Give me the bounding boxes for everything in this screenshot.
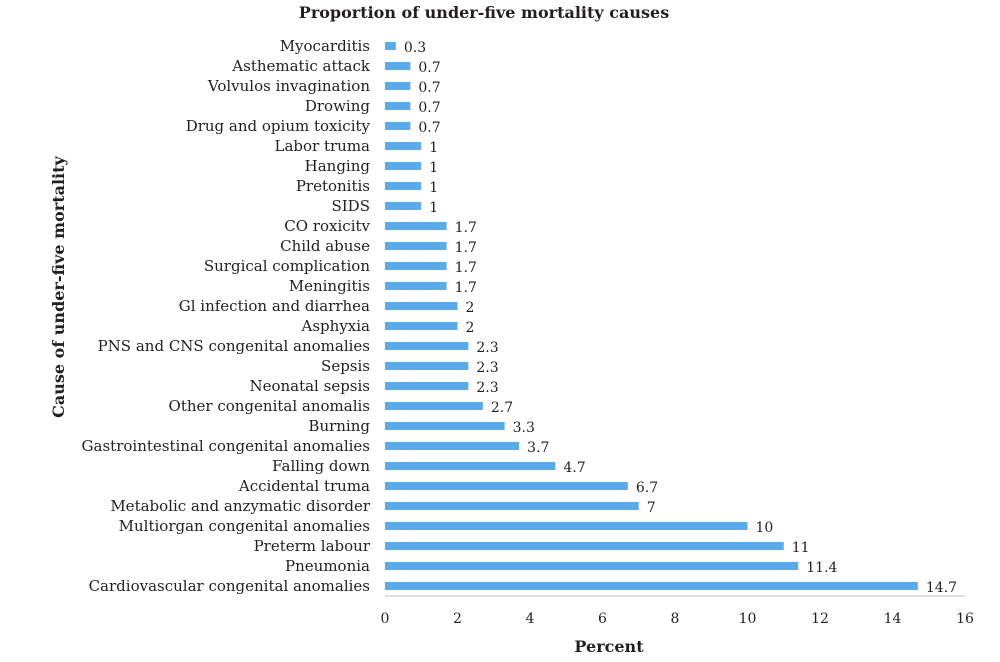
data-label: 11 [792, 540, 810, 556]
data-label: 2 [466, 300, 475, 316]
data-label: 6.7 [636, 480, 658, 496]
data-label: 0.7 [418, 100, 440, 116]
category-label: Labor truma [274, 137, 370, 155]
data-label: 0.7 [418, 60, 440, 76]
category-label: CO roxicitv [284, 217, 370, 235]
category-label: SIDS [331, 197, 370, 215]
bar [385, 442, 520, 450]
data-label: 2.3 [476, 340, 498, 356]
bar [385, 102, 411, 110]
bar [385, 202, 422, 210]
bar [385, 562, 799, 570]
bar [385, 582, 918, 590]
data-label: 10 [756, 520, 774, 536]
x-tick-label: 6 [598, 611, 607, 627]
bar [385, 482, 628, 490]
category-label: Pneumonia [285, 557, 370, 575]
data-label: 2.3 [476, 360, 498, 376]
bar [385, 382, 469, 390]
bar [385, 342, 469, 350]
data-label: 1 [429, 140, 438, 156]
bar [385, 322, 458, 330]
data-label: 0.7 [418, 120, 440, 136]
data-label: 0.7 [418, 80, 440, 96]
category-label: Gl infection and diarrhea [179, 297, 370, 315]
x-tick-label: 0 [381, 611, 390, 627]
category-label: Other congenital anomalis [169, 397, 370, 415]
data-label: 1 [429, 180, 438, 196]
data-label: 4.7 [563, 460, 585, 476]
data-label: 0.3 [404, 40, 426, 56]
bar [385, 242, 447, 250]
category-label: Multiorgan congenital anomalies [119, 517, 370, 535]
category-label: Drowing [305, 97, 371, 115]
category-label: Hanging [305, 157, 371, 175]
category-label: Myocarditis [280, 37, 370, 55]
bar [385, 542, 784, 550]
bar [385, 222, 447, 230]
x-tick-label: 8 [671, 611, 680, 627]
category-label: Drug and opium toxicity [186, 117, 371, 135]
bar [385, 122, 411, 130]
category-label: Neonatal sepsis [249, 377, 370, 395]
x-axis-title: Percent [574, 637, 644, 656]
category-label: Pretonitis [296, 177, 370, 195]
category-label: Gastrointestinal congenital anomalies [82, 437, 370, 455]
data-label: 1.7 [455, 260, 477, 276]
x-tick-label: 16 [956, 611, 974, 627]
data-label: 2 [466, 320, 475, 336]
bar [385, 462, 556, 470]
x-tick-label: 12 [811, 611, 829, 627]
category-label: Burning [308, 417, 370, 435]
data-label: 2.7 [491, 400, 513, 416]
x-tick-label: 2 [453, 611, 462, 627]
data-label: 3.3 [513, 420, 535, 436]
data-label: 2.3 [476, 380, 498, 396]
bar [385, 522, 748, 530]
category-label: Meningitis [289, 277, 370, 295]
x-tick-label: 14 [884, 611, 902, 627]
category-label: Asthematic attack [231, 57, 371, 75]
category-label: Child abuse [280, 237, 370, 255]
category-label: Accidental truma [238, 477, 370, 495]
data-label: 3.7 [527, 440, 549, 456]
data-label: 1.7 [455, 240, 477, 256]
data-label: 1 [429, 200, 438, 216]
bar [385, 402, 483, 410]
category-label: Cardiovascular congenital anomalies [89, 577, 370, 595]
data-label: 14.7 [926, 580, 957, 596]
x-tick-label: 10 [739, 611, 757, 627]
data-label: 1 [429, 160, 438, 176]
category-label: Falling down [272, 457, 370, 475]
category-label: PNS and CNS congenital anomalies [98, 337, 370, 355]
category-label: Metabolic and anzymatic disorder [110, 497, 370, 515]
bar [385, 42, 396, 50]
category-label: Preterm labour [254, 537, 371, 555]
chart-title: Proportion of under-five mortality cause… [299, 3, 669, 22]
data-label: 1.7 [455, 220, 477, 236]
bar [385, 142, 422, 150]
bar [385, 82, 411, 90]
bar [385, 502, 639, 510]
bar [385, 422, 505, 430]
data-label: 7 [647, 500, 656, 516]
category-label: Sepsis [321, 357, 370, 375]
x-tick-label: 4 [526, 611, 535, 627]
data-label: 1.7 [455, 280, 477, 296]
category-label: Asphyxia [301, 317, 371, 335]
category-label: Volvulos invagination [207, 77, 370, 95]
category-label: Surgical complication [204, 257, 370, 275]
bar [385, 362, 469, 370]
bar [385, 62, 411, 70]
bar [385, 182, 422, 190]
bar [385, 162, 422, 170]
y-axis-title: Cause of under-five mortality [49, 155, 68, 417]
data-label: 11.4 [806, 560, 837, 576]
bar [385, 282, 447, 290]
bar [385, 262, 447, 270]
bar [385, 302, 458, 310]
